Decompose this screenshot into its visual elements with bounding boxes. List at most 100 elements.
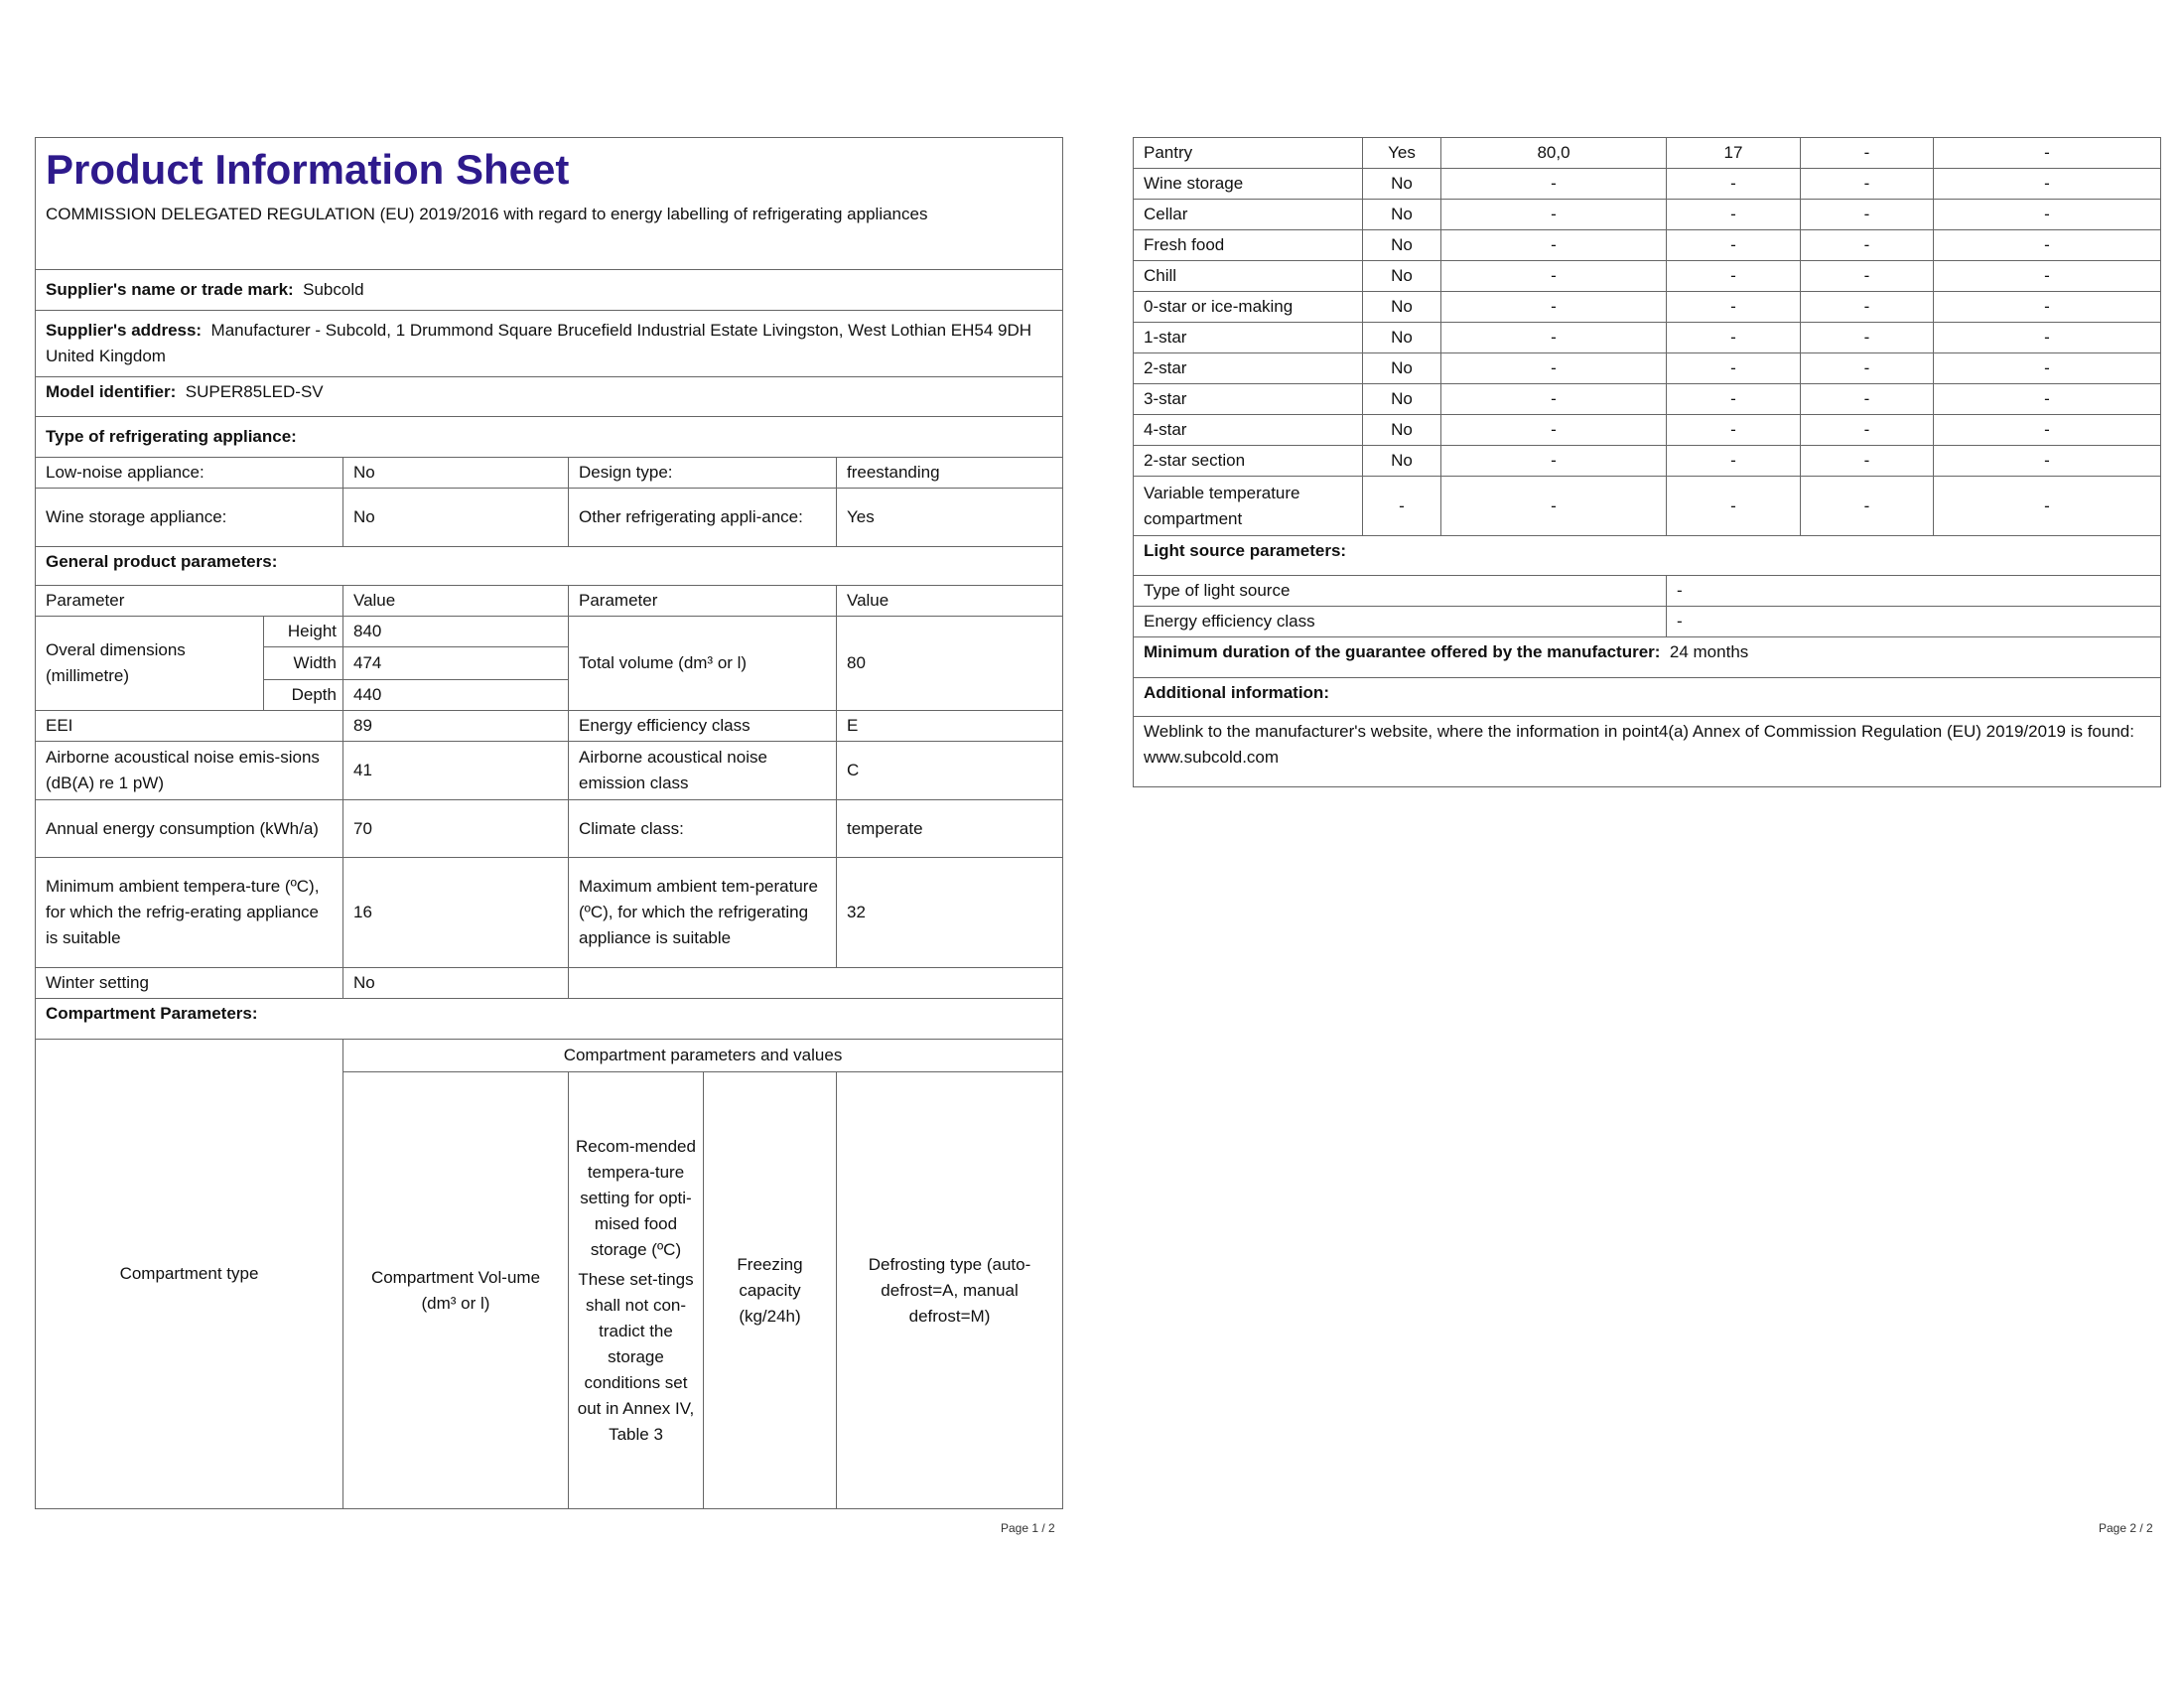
compartment-volume: - [1440, 445, 1667, 477]
model-row: Model identifier: SUPER85LED-SV [34, 376, 1064, 417]
compartment-temp: - [1666, 291, 1801, 323]
compartment-freezing: - [1800, 445, 1934, 477]
compartment-defrost: - [1933, 445, 2161, 477]
compartment-temp: - [1666, 229, 1801, 261]
compartment-type: 2-star [1133, 352, 1363, 384]
depth-value: 440 [342, 679, 569, 711]
max-temp-label: Maximum ambient tem-perature (ºC), for w… [568, 857, 837, 968]
light-type-label: Type of light source [1133, 575, 1667, 607]
light-class-value: - [1666, 606, 2161, 637]
compartment-freezing: - [1800, 168, 1934, 200]
compartment-volume: - [1440, 476, 1667, 536]
compartment-present: - [1362, 476, 1441, 536]
design-type-value: freestanding [835, 457, 1064, 489]
compartment-present: No [1362, 229, 1441, 261]
compartment-present: No [1362, 291, 1441, 323]
supplier-name-label: Supplier's name or trade mark: [46, 280, 294, 299]
comp-freezing-header: Freezing capacity (kg/24h) [703, 1071, 837, 1509]
weblink[interactable]: www.subcold.com [1144, 748, 1280, 767]
width-label: Width [263, 646, 343, 680]
light-class-label: Energy efficiency class [1133, 606, 1667, 637]
climate-class-label: Climate class: [568, 799, 837, 858]
compartment-temp: - [1666, 414, 1801, 446]
compartment-row: 4-star No - - - - [1133, 414, 2161, 446]
low-noise-label: Low-noise appliance: [35, 457, 343, 489]
compartment-temp: - [1666, 383, 1801, 415]
compartment-temp: - [1666, 168, 1801, 200]
annual-energy-value: 70 [342, 799, 569, 858]
compartment-type: 3-star [1133, 383, 1363, 415]
value-header-2: Value [835, 585, 1064, 617]
type-heading: Type of refrigerating appliance: [34, 416, 1064, 458]
compartment-type: 1-star [1133, 322, 1363, 353]
compartment-volume: - [1440, 260, 1667, 292]
compartment-row: 2-star section No - - - - [1133, 445, 2161, 477]
comp-volume-header: Compartment Vol-ume (dm³ or l) [342, 1071, 569, 1509]
eei-value: 89 [342, 710, 569, 742]
min-temp-value: 16 [342, 857, 569, 968]
compartment-defrost: - [1933, 199, 2161, 230]
eec-label: Energy efficiency class [568, 710, 837, 742]
compartment-volume: - [1440, 168, 1667, 200]
compartment-defrost: - [1933, 414, 2161, 446]
winter-label: Winter setting [35, 967, 343, 999]
supplier-address-label: Supplier's address: [46, 321, 203, 340]
compartment-present: No [1362, 199, 1441, 230]
compartment-temp: - [1666, 260, 1801, 292]
comp-temp-note: These set-tings shall not con-tradict th… [577, 1269, 695, 1444]
compartment-type: Variable temperature compartment [1133, 476, 1363, 536]
compartment-row: 2-star No - - - - [1133, 352, 2161, 384]
compartment-freezing: - [1800, 414, 1934, 446]
light-heading: Light source parameters: [1133, 535, 2161, 576]
compartment-freezing: - [1800, 137, 1934, 169]
additional-heading: Additional information: [1133, 677, 2161, 717]
compartment-temp: - [1666, 322, 1801, 353]
page-title: Product Information Sheet [46, 146, 570, 193]
compartment-defrost: - [1933, 229, 2161, 261]
noise-class-label: Airborne acoustical noise emission class [568, 741, 837, 800]
page-number-1: Page 1 / 2 [1001, 1521, 1055, 1535]
volume-value: 80 [835, 616, 1064, 711]
supplier-name: Subcold [303, 280, 364, 299]
guarantee-row: Minimum duration of the guarantee offere… [1133, 636, 2161, 678]
compartment-present: No [1362, 445, 1441, 477]
page-number-2: Page 2 / 2 [2099, 1521, 2153, 1535]
guarantee-label: Minimum duration of the guarantee offere… [1144, 642, 1661, 661]
compartment-present: No [1362, 168, 1441, 200]
general-heading: General product parameters: [34, 546, 1064, 586]
model-label: Model identifier: [46, 382, 177, 401]
supplier-address: Manufacturer - Subcold, 1 Drummond Squar… [46, 321, 1032, 365]
compartment-type: Fresh food [1133, 229, 1363, 261]
compartment-row: Variable temperature compartment - - - - - [1133, 476, 2161, 536]
compartment-type: 0-star or ice-making [1133, 291, 1363, 323]
other-appliance-value: Yes [835, 488, 1064, 547]
param-header: Parameter [35, 585, 343, 617]
winter-value: No [342, 967, 569, 999]
weblink-text: Weblink to the manufacturer's website, w… [1144, 722, 2134, 741]
compartment-volume: 80,0 [1440, 137, 1667, 169]
compartment-type: Chill [1133, 260, 1363, 292]
comp-temp-title: Recom-mended tempera-ture setting for op… [576, 1136, 696, 1259]
compartment-row: Wine storage No - - - - [1133, 168, 2161, 200]
volume-label: Total volume (dm³ or l) [568, 616, 837, 711]
compartment-type: Cellar [1133, 199, 1363, 230]
compartment-volume: - [1440, 414, 1667, 446]
compartment-present: No [1362, 383, 1441, 415]
supplier-name-row: Supplier's name or trade mark: Subcold [34, 269, 1064, 311]
compartment-volume: - [1440, 291, 1667, 323]
compartment-row: Cellar No - - - - [1133, 199, 2161, 230]
comp-values-header: Compartment parameters and values [341, 1039, 1064, 1072]
compartment-temp: - [1666, 352, 1801, 384]
value-header: Value [342, 585, 569, 617]
height-value: 840 [342, 616, 569, 647]
noise-class-value: C [835, 741, 1064, 800]
height-label: Height [263, 616, 343, 647]
compartment-type: 2-star section [1133, 445, 1363, 477]
compartment-defrost: - [1933, 137, 2161, 169]
compartment-freezing: - [1800, 383, 1934, 415]
compartment-volume: - [1440, 383, 1667, 415]
compartment-freezing: - [1800, 291, 1934, 323]
title-cell: Product Information Sheet COMMISSION DEL… [34, 137, 1064, 270]
compartment-freezing: - [1800, 322, 1934, 353]
compartment-volume: - [1440, 229, 1667, 261]
